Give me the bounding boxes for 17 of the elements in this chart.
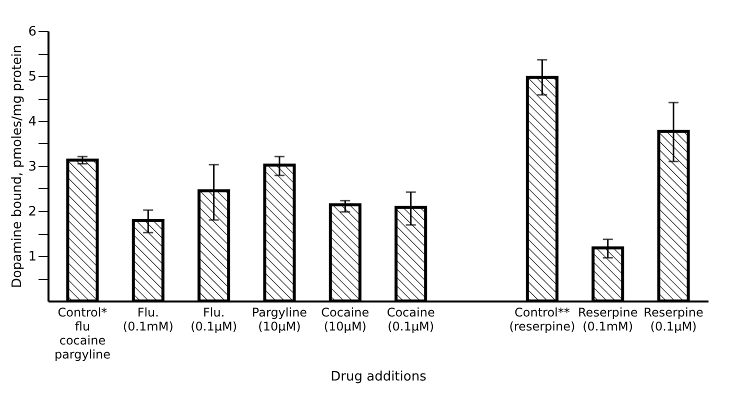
y-tick-label: 3 — [28, 160, 36, 174]
y-tick-label: 1 — [28, 250, 36, 264]
y-tick-label: 2 — [28, 204, 36, 220]
x-tick-label: Control* flu cocaine pargyline — [54, 306, 111, 362]
x-tick-label: Pargyline (10μM) — [252, 306, 308, 334]
x-tick-label: Reserpine (0.1μM) — [644, 306, 704, 334]
x-tick-label: Flu. (0.1mM) — [122, 306, 174, 334]
x-axis-title: Drug additions — [330, 370, 427, 384]
y-tick-label: 6 — [28, 24, 36, 40]
x-tick-label: Flu. (0.1μM) — [190, 306, 238, 334]
y-tick-label: 5 — [28, 70, 36, 84]
x-tick-label: Control** (reserpine) — [509, 306, 576, 334]
y-tick-label: 4 — [28, 114, 36, 130]
x-tick-label: Cocaine (10μM) — [321, 306, 370, 334]
y-axis-title: Dopamine bound, pmoles/mg protein — [10, 45, 26, 288]
x-tick-label: Reserpine (0.1mM) — [578, 306, 638, 334]
x-tick-label: Cocaine (0.1μM) — [386, 306, 435, 334]
